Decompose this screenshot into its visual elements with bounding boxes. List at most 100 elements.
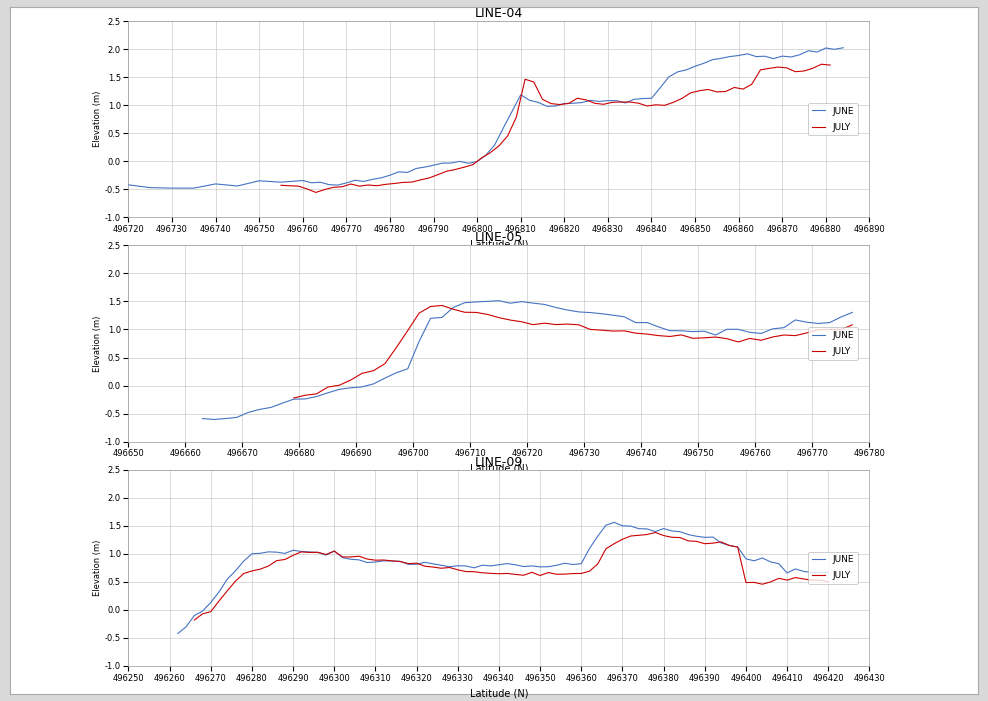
JULY bbox=[550, 320, 562, 329]
JULY bbox=[755, 336, 767, 344]
JULY bbox=[288, 394, 299, 402]
JULY bbox=[767, 333, 779, 341]
JULY bbox=[687, 334, 699, 343]
JULY bbox=[641, 102, 653, 110]
JULY bbox=[709, 333, 721, 341]
JUNE bbox=[493, 297, 505, 305]
JULY bbox=[824, 61, 836, 69]
JULY bbox=[394, 557, 406, 566]
JULY bbox=[847, 320, 859, 329]
JULY bbox=[357, 369, 369, 377]
JUNE bbox=[460, 562, 472, 570]
JULY bbox=[379, 360, 391, 368]
JUNE bbox=[567, 560, 579, 569]
JULY bbox=[436, 301, 448, 310]
Line: JULY: JULY bbox=[293, 306, 853, 398]
JULY bbox=[812, 325, 824, 334]
Line: JULY: JULY bbox=[195, 533, 828, 620]
JULY bbox=[744, 334, 756, 343]
JULY bbox=[402, 327, 414, 335]
JULY bbox=[653, 332, 665, 340]
JULY bbox=[589, 99, 601, 107]
JULY bbox=[510, 570, 522, 578]
JUNE bbox=[123, 181, 134, 189]
JULY bbox=[322, 383, 334, 391]
Line: JUNE: JUNE bbox=[128, 48, 844, 188]
JUNE bbox=[609, 518, 620, 526]
JULY bbox=[835, 325, 847, 334]
JUNE bbox=[653, 322, 665, 331]
JUNE bbox=[208, 415, 220, 423]
JULY bbox=[699, 334, 710, 342]
JULY bbox=[229, 577, 241, 585]
JUNE bbox=[197, 414, 208, 423]
JULY bbox=[390, 343, 402, 352]
JULY bbox=[721, 334, 733, 343]
JUNE bbox=[757, 554, 769, 562]
Y-axis label: Elevation (m): Elevation (m) bbox=[93, 91, 102, 147]
JULY bbox=[629, 329, 641, 337]
Line: JUNE: JUNE bbox=[203, 301, 853, 419]
JUNE bbox=[822, 568, 834, 576]
JULY bbox=[295, 547, 307, 556]
JULY bbox=[413, 309, 425, 318]
JULY bbox=[649, 529, 661, 537]
JULY bbox=[801, 329, 813, 337]
JULY bbox=[664, 332, 676, 341]
JUNE bbox=[824, 318, 836, 327]
Legend: JUNE, JULY: JUNE, JULY bbox=[808, 103, 858, 135]
JULY bbox=[676, 331, 688, 339]
JULY bbox=[618, 327, 630, 335]
JULY bbox=[368, 367, 379, 375]
Legend: JUNE, JULY: JUNE, JULY bbox=[808, 327, 858, 360]
JULY bbox=[299, 391, 311, 400]
Line: JULY: JULY bbox=[281, 64, 830, 193]
JULY bbox=[516, 318, 528, 326]
JUNE bbox=[172, 629, 184, 638]
JUNE bbox=[592, 532, 604, 540]
JULY bbox=[632, 99, 644, 107]
JUNE bbox=[624, 522, 636, 530]
Y-axis label: Elevation (m): Elevation (m) bbox=[93, 315, 102, 372]
JULY bbox=[458, 308, 470, 316]
JULY bbox=[641, 330, 653, 339]
JULY bbox=[189, 615, 201, 624]
JULY bbox=[573, 320, 585, 329]
JULY bbox=[493, 313, 505, 322]
Legend: JUNE, JULY: JUNE, JULY bbox=[808, 552, 858, 584]
JULY bbox=[310, 390, 322, 398]
X-axis label: Latitude (N): Latitude (N) bbox=[469, 240, 529, 250]
JUNE bbox=[847, 308, 859, 317]
JULY bbox=[425, 302, 437, 311]
JUNE bbox=[559, 559, 571, 567]
JULY bbox=[275, 181, 287, 189]
JULY bbox=[345, 376, 357, 384]
JULY bbox=[789, 332, 801, 340]
JUNE bbox=[698, 59, 709, 67]
JULY bbox=[538, 319, 550, 327]
JUNE bbox=[811, 48, 823, 56]
JULY bbox=[354, 182, 366, 191]
JUNE bbox=[767, 325, 779, 333]
JUNE bbox=[602, 97, 614, 105]
JUNE bbox=[838, 43, 850, 52]
JUNE bbox=[166, 184, 178, 192]
JULY bbox=[824, 325, 836, 334]
JULY bbox=[481, 311, 493, 319]
X-axis label: Latitude (N): Latitude (N) bbox=[469, 464, 529, 474]
JULY bbox=[561, 320, 573, 328]
JULY bbox=[607, 327, 618, 335]
Y-axis label: Elevation (m): Elevation (m) bbox=[93, 540, 102, 596]
JULY bbox=[584, 325, 596, 334]
JULY bbox=[815, 60, 827, 69]
Title: LINE-09: LINE-09 bbox=[475, 456, 523, 468]
JULY bbox=[528, 320, 539, 329]
JULY bbox=[460, 567, 472, 576]
JUNE bbox=[188, 184, 200, 192]
Title: LINE-05: LINE-05 bbox=[475, 231, 523, 244]
JULY bbox=[596, 326, 608, 334]
JULY bbox=[505, 316, 517, 325]
JULY bbox=[470, 308, 482, 317]
X-axis label: Latitude (N): Latitude (N) bbox=[469, 688, 529, 698]
JULY bbox=[822, 578, 834, 586]
